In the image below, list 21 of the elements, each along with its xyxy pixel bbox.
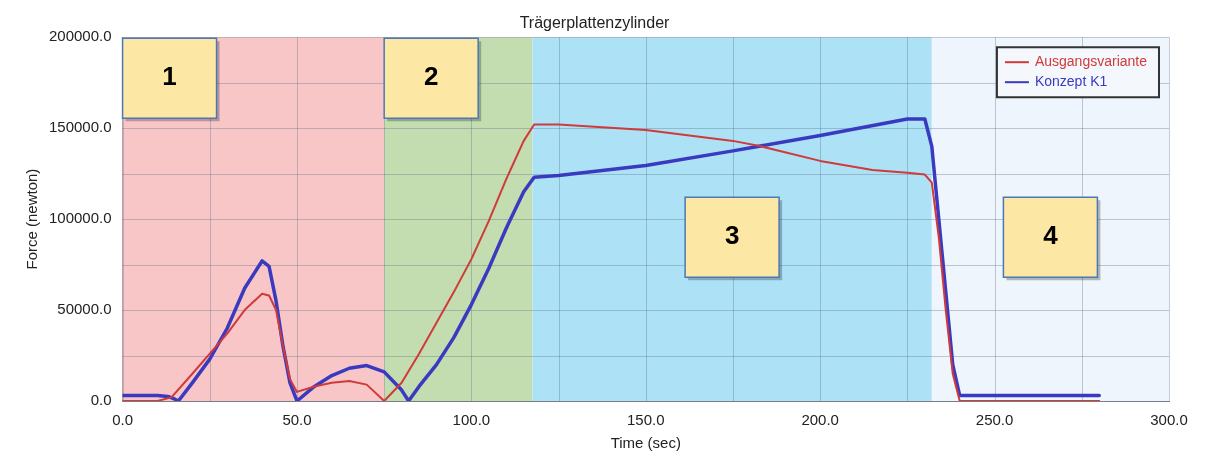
x-tick-label: 0.0: [112, 411, 133, 429]
legend-label: Konzept K1: [1034, 73, 1108, 90]
x-tick-label: 250.0: [975, 411, 1014, 429]
y-tick-label: 0.0: [90, 391, 112, 409]
band-label: 3: [724, 220, 740, 251]
x-tick-label: 50.0: [282, 411, 312, 429]
chart-title: Trägerplattenzylinder: [519, 14, 671, 32]
x-tick-label: 300.0: [1150, 411, 1188, 429]
x-axis-title: Time (sec): [610, 434, 681, 452]
y-tick-label: 50000.0: [57, 300, 112, 318]
y-axis-title: Force (newton): [23, 168, 41, 270]
y-tick-label: 150000.0: [48, 118, 112, 136]
band-label: 2: [423, 61, 439, 92]
x-tick-label: 150.0: [627, 411, 665, 429]
x-tick-label: 100.0: [452, 411, 491, 429]
x-tick-label: 200.0: [801, 411, 839, 429]
y-tick-label: 100000.0: [48, 209, 112, 227]
band-label: 4: [1043, 220, 1059, 251]
legend-label: Ausgangsvariante: [1034, 53, 1148, 70]
y-tick-label: 200000.0: [48, 27, 112, 45]
band-label: 1: [162, 61, 177, 92]
